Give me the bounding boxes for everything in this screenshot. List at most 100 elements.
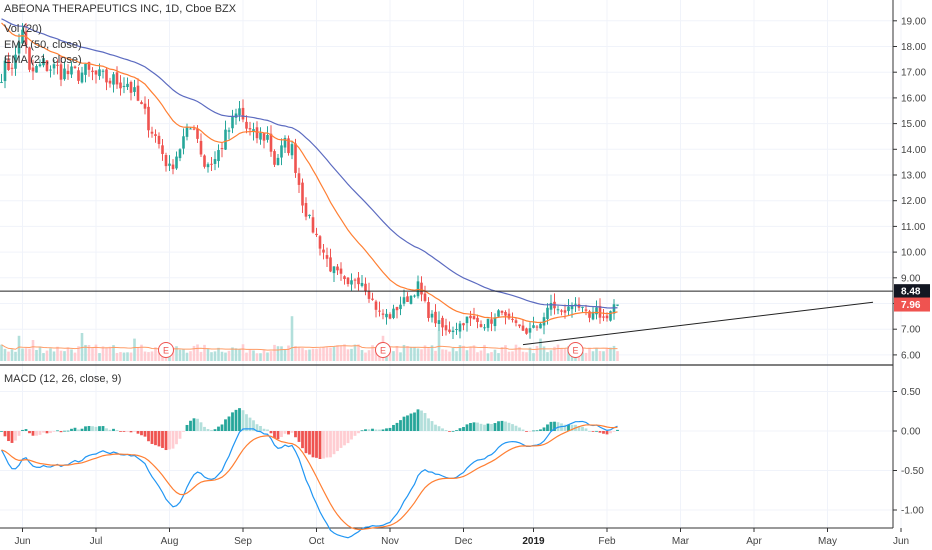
volume-bar: [108, 346, 112, 361]
volume-bar: [171, 347, 175, 361]
macd-histogram-bar: [420, 410, 423, 431]
macd-histogram-bar: [248, 417, 252, 431]
time-tick-label: Jun: [14, 536, 30, 547]
candle-body: [101, 70, 105, 72]
candle-body: [360, 282, 364, 286]
volume-bar: [3, 348, 7, 361]
candle-body: [140, 102, 143, 105]
volume-bar: [297, 347, 301, 361]
volume-bar: [185, 352, 189, 361]
macd-histogram-bar: [3, 431, 7, 437]
volume-bar: [612, 345, 616, 361]
candle-body: [367, 291, 371, 299]
macd-histogram-bar: [437, 426, 441, 431]
volume-bar: [329, 347, 332, 361]
candle-body: [129, 81, 133, 93]
earnings-marker[interactable]: E: [375, 342, 391, 358]
macd-histogram-bar: [371, 428, 374, 431]
macd-histogram-bar: [378, 429, 381, 431]
candle-body: [126, 83, 129, 88]
volume-bar: [448, 351, 451, 361]
volume-bar: [280, 346, 283, 361]
trend-line[interactable]: [522, 301, 874, 346]
macd-histogram-bar: [444, 430, 448, 431]
price-tick-label: 18.00: [901, 42, 926, 53]
time-axis[interactable]: Jun Jul Aug Sep Oct Nov Dec 2019 Feb Mar Apr May Jun: [14, 528, 909, 547]
ema50-legend[interactable]: EMA (50, close): [4, 39, 82, 51]
macd-histogram-bar: [63, 430, 66, 432]
volume-bar: [434, 350, 437, 361]
macd-histogram-bar: [490, 423, 493, 431]
candle-body: [119, 82, 122, 89]
candle-body: [175, 156, 178, 169]
volume-bar: [392, 351, 395, 361]
ema21-legend[interactable]: EMA (21, close): [4, 54, 82, 66]
candle-body: [364, 283, 367, 292]
earnings-marker[interactable]: E: [158, 342, 174, 358]
volume-bar: [521, 351, 525, 361]
candle-body: [448, 329, 451, 332]
time-tick-label: Nov: [381, 536, 399, 547]
volume-bar: [591, 351, 595, 361]
chart-title[interactable]: ABEONA THERAPEUTICS INC, 1D, Cboe BZX: [4, 3, 237, 15]
candle-body: [518, 324, 521, 327]
last-price-tag-bg: [894, 297, 930, 312]
macd-histogram-bar: [203, 426, 206, 431]
macd-histogram-bar: [392, 424, 395, 431]
candle-body: [259, 132, 262, 140]
macd-histogram-bar: [192, 418, 196, 431]
candle-body: [591, 311, 595, 320]
volume-bar: [336, 345, 339, 361]
volume-bar: [451, 347, 455, 361]
macd-histogram-bar: [315, 431, 318, 458]
volume-bar: [553, 346, 556, 361]
macd-histogram-bar: [374, 429, 378, 431]
volume-bar: [518, 346, 521, 361]
volume-bar: [458, 345, 462, 361]
volume-bar: [196, 344, 199, 361]
candle-body: [84, 63, 87, 75]
macd-histogram-bar: [56, 430, 59, 432]
candle-body: [353, 279, 357, 281]
volume-bar: [493, 349, 497, 361]
macd-legend[interactable]: MACD (12, 26, close, 9): [4, 373, 122, 385]
price-axis[interactable]: 19.00 18.00 17.00 16.00 15.00 14.00 13.00 12.00…: [893, 16, 926, 517]
candle-body: [290, 144, 294, 156]
macd-histogram-bar: [66, 430, 70, 432]
volume-bar: [234, 348, 238, 361]
candle-body: [80, 72, 84, 83]
candle-body: [28, 47, 31, 70]
volume-bar: [224, 352, 227, 361]
volume-bar: [56, 346, 59, 361]
volume-bar: [140, 344, 143, 361]
candle-body: [294, 143, 297, 173]
macd-histogram-bar: [539, 429, 542, 431]
macd-histogram-bar: [259, 425, 262, 431]
macd-histogram-bar: [455, 430, 458, 431]
volume-bar: [10, 349, 14, 361]
candle-body: [108, 80, 112, 84]
macd-histogram-bar: [262, 428, 266, 431]
candle-body: [525, 328, 528, 334]
candle-body: [332, 266, 336, 274]
volume-legend[interactable]: Vol (20): [4, 23, 42, 35]
macd-histogram-bar: [560, 423, 563, 431]
macd-histogram-bar: [178, 431, 182, 439]
candle-body: [276, 157, 280, 166]
macd-histogram-bar: [350, 431, 353, 440]
earnings-marker-label: E: [572, 346, 578, 356]
earnings-marker[interactable]: E: [567, 342, 584, 358]
candle-body: [189, 128, 192, 130]
volume-bar: [94, 344, 98, 361]
macd-histogram-bar: [353, 431, 357, 436]
candle-body: [329, 257, 332, 272]
price-tick-label: 6.00: [901, 350, 921, 361]
candle-body: [136, 85, 140, 101]
macd-histogram-bar: [59, 431, 63, 433]
candle-body: [199, 140, 203, 155]
macd-histogram-bar: [280, 431, 283, 438]
candle-body: [479, 324, 483, 327]
